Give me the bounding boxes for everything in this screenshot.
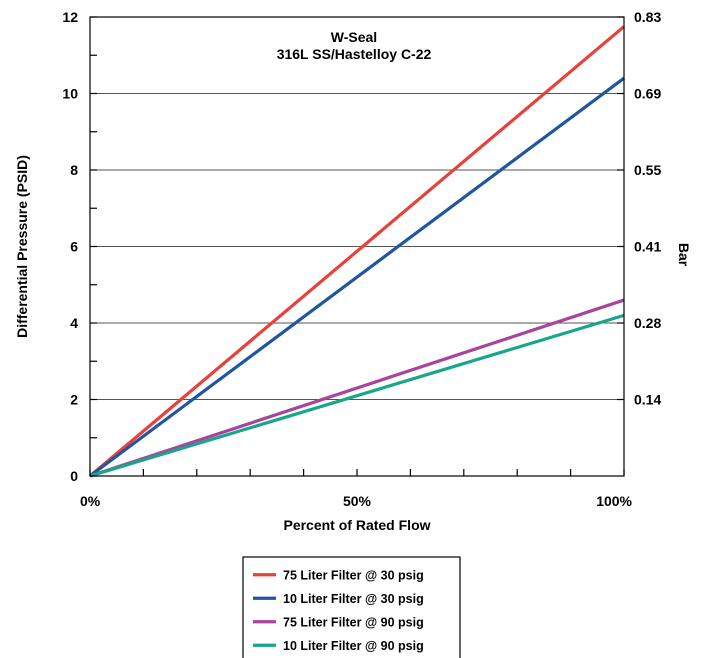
series-line xyxy=(89,313,625,478)
y2-axis-title: Bar xyxy=(676,243,692,267)
legend-label: 75 Liter Filter @ 90 psig xyxy=(283,615,424,629)
series-line xyxy=(89,76,625,478)
y-tick-label: 4 xyxy=(70,315,78,331)
y2-tick-label: 0.14 xyxy=(634,392,661,408)
y2-tick-label: 0.69 xyxy=(634,86,661,102)
series-line xyxy=(88,25,626,478)
y2-tick-label: 0.28 xyxy=(634,315,661,331)
legend-label: 10 Liter Filter @ 30 psig xyxy=(283,592,424,606)
y-tick-label: 2 xyxy=(70,392,78,408)
y-tick-label: 12 xyxy=(62,9,78,25)
y-tick-label: 10 xyxy=(62,86,78,102)
chart-subtitle: 316L SS/Hastelloy C-22 xyxy=(277,46,432,62)
legend-box xyxy=(242,556,461,658)
y2-tick-label: 0.41 xyxy=(634,239,661,255)
y2-tick-label: 0.83 xyxy=(634,9,661,25)
series-line xyxy=(89,298,625,478)
y-tick-label: 6 xyxy=(70,239,78,255)
y-axis-title: Differential Pressure (PSID) xyxy=(14,155,30,338)
x-tick-label: 0% xyxy=(80,493,101,509)
legend: 75 Liter Filter @ 30 psig 10 Liter Filter… xyxy=(242,556,461,658)
y-tick-label: 8 xyxy=(70,162,78,178)
axis-ticks xyxy=(89,16,625,477)
legend-label: 10 Liter Filter @ 90 psig xyxy=(283,639,424,653)
grid-lines xyxy=(90,93,624,400)
x-tick-label: 100% xyxy=(596,493,632,509)
y-tick-label: 0 xyxy=(70,468,78,484)
chart-title: W-Seal xyxy=(331,29,377,45)
tick-labels: 0 2 4 6 8 10 12 0.14 0.28 0.41 0.55 0.69 0.83 0% 50% 10… xyxy=(62,9,661,509)
y2-tick-label: 0.55 xyxy=(634,162,661,178)
legend-label: 75 Liter Filter @ 30 psig xyxy=(283,568,424,582)
x-tick-label: 50% xyxy=(343,493,372,509)
x-axis-title: Percent of Rated Flow xyxy=(283,517,430,533)
series-lines xyxy=(88,25,626,478)
